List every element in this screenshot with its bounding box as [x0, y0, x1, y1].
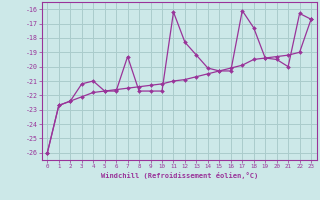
- X-axis label: Windchill (Refroidissement éolien,°C): Windchill (Refroidissement éolien,°C): [100, 172, 258, 179]
